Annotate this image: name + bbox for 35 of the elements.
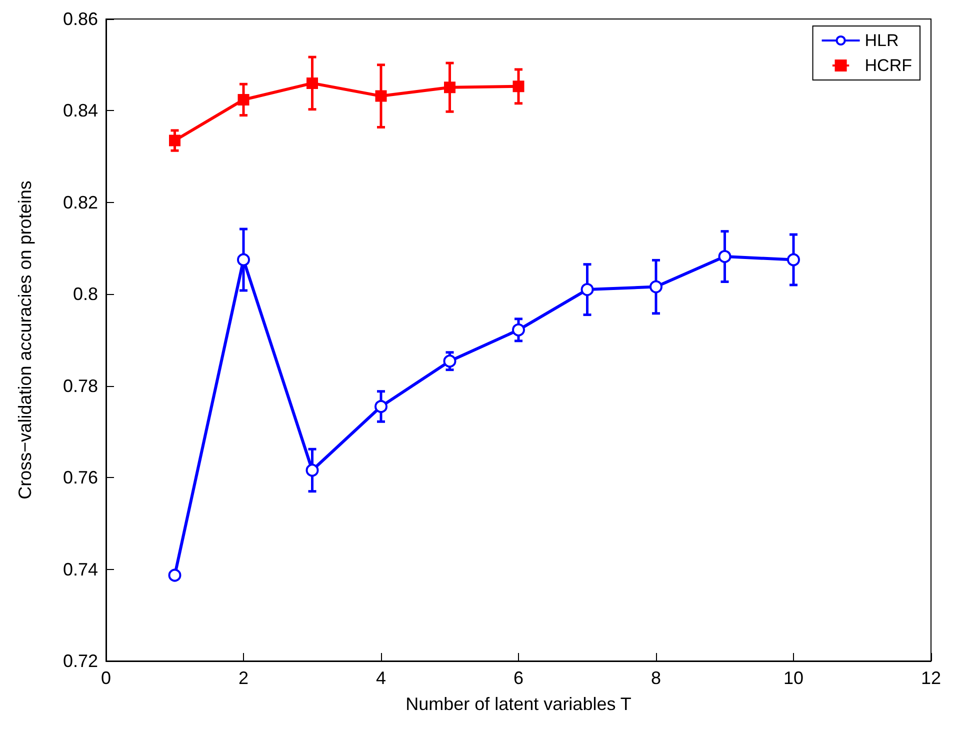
x-tick-label: 2 (238, 668, 249, 688)
point (238, 94, 250, 106)
point (787, 253, 800, 266)
point (443, 354, 456, 368)
y-tick-label: 0.82 (62, 192, 98, 212)
y-tick-label: 0.74 (62, 559, 98, 580)
y-tick-label: 0.76 (62, 468, 98, 488)
y-tick-label: 0.72 (62, 651, 98, 671)
point (444, 82, 456, 94)
y-tick-label: 0.84 (62, 100, 98, 121)
y-tick-label: 0.8 (72, 284, 98, 304)
y-axis-title: Cross−validation accuracies on proteins (15, 180, 35, 500)
x-tick-label: 8 (650, 668, 662, 688)
point (306, 464, 319, 477)
point (374, 400, 388, 413)
point (237, 253, 250, 266)
point (580, 283, 594, 296)
y-tick-label: 0.78 (62, 376, 98, 396)
point (168, 568, 182, 582)
legend-label: HLR (864, 31, 899, 50)
point (512, 80, 524, 92)
point (650, 280, 662, 294)
point (169, 134, 180, 146)
y-tick-label: 0.86 (62, 9, 98, 29)
x-tick-label: 12 (920, 668, 942, 688)
point (718, 250, 732, 264)
point (512, 323, 525, 336)
point (306, 77, 318, 89)
legend-label: HCRF (864, 56, 912, 75)
point (375, 90, 387, 102)
x-tick-label: 6 (513, 668, 524, 688)
x-tick-label: 0 (100, 668, 112, 688)
x-axis-title: Number of latent variables T (406, 694, 632, 714)
x-tick-label: 4 (376, 668, 386, 688)
x-tick-label: 10 (783, 668, 804, 688)
